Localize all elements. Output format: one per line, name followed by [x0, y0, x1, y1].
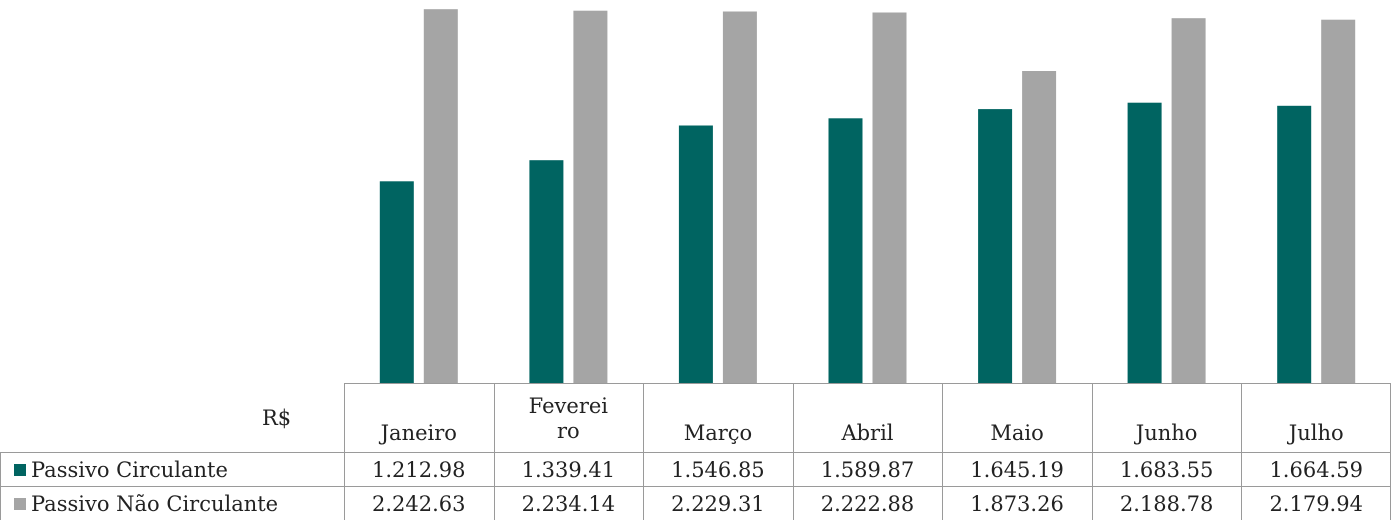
bar-passivo-circulante-janeiro	[379, 181, 414, 384]
category-label-text: Junho	[1135, 421, 1198, 445]
data-label-passivo-nao-circulante-março: 2.229.31	[671, 491, 765, 516]
category-label-text: Março	[683, 421, 753, 445]
bar-passivo-nao-circulante-maio	[1022, 71, 1057, 384]
bar-passivo-circulante-fevereiro	[529, 160, 564, 384]
category-label-text: ro	[557, 419, 580, 443]
data-label-passivo-circulante-janeiro: 1.212.98	[372, 457, 466, 482]
table-row-divider	[0, 452, 1391, 453]
bar-passivo-nao-circulante-junho	[1171, 18, 1206, 384]
legend-entry-passivo-circulante: Passivo Circulante	[10, 453, 228, 486]
category-label-maio: Maio	[942, 386, 1092, 446]
category-label-março: Março	[643, 386, 793, 446]
legend-swatch	[14, 463, 26, 476]
legend-label: Passivo Circulante	[31, 457, 228, 482]
table-column-divider	[643, 383, 644, 520]
category-label-text: Maio	[990, 421, 1044, 445]
bar-passivo-circulante-março	[678, 125, 713, 384]
table-column-divider	[793, 383, 794, 520]
category-label-junho: Junho	[1092, 386, 1242, 446]
table-column-divider	[494, 383, 495, 520]
legend-label: Passivo Não Circulante	[31, 491, 279, 516]
data-label-passivo-nao-circulante-junho: 2.188.78	[1119, 491, 1214, 516]
category-label-text: Janeiro	[380, 421, 457, 445]
table-header-label: R$	[262, 406, 292, 430]
table-column-divider	[942, 383, 943, 520]
data-label-passivo-circulante-março: 1.546.85	[671, 457, 765, 482]
bar-passivo-circulante-abril	[828, 118, 863, 385]
data-label-passivo-nao-circulante-maio: 1.873.26	[970, 491, 1064, 516]
data-label-passivo-nao-circulante-fevereiro: 2.234.14	[521, 491, 616, 516]
table-column-divider	[1241, 383, 1242, 520]
table-row-divider	[0, 486, 1391, 487]
category-label-julho: Julho	[1241, 386, 1391, 446]
bar-passivo-nao-circulante-fevereiro	[573, 10, 608, 384]
data-label-passivo-circulante-maio: 1.645.19	[970, 457, 1064, 482]
category-label-abril: Abril	[793, 386, 943, 446]
table-top-border	[344, 383, 1391, 384]
category-label-text: Feverei	[528, 394, 608, 418]
bar-passivo-nao-circulante-abril	[872, 12, 907, 384]
bar-passivo-nao-circulante-março	[722, 11, 757, 384]
data-label-passivo-circulante-junho: 1.683.55	[1119, 457, 1214, 482]
table-column-divider	[1092, 383, 1093, 520]
category-label-text: Abril	[841, 421, 894, 445]
bar-passivo-nao-circulante-julho	[1321, 19, 1356, 384]
data-label-passivo-circulante-abril: 1.589.87	[820, 457, 915, 482]
bar-passivo-nao-circulante-janeiro	[423, 9, 458, 384]
category-label-janeiro: Janeiro	[344, 386, 494, 446]
table-column-divider	[344, 383, 345, 520]
table-left-border	[0, 452, 1, 520]
category-label-text: Julho	[1288, 421, 1344, 445]
bar-passivo-circulante-maio	[978, 109, 1013, 384]
bar-passivo-circulante-junho	[1127, 102, 1162, 384]
data-label-passivo-nao-circulante-abril: 2.222.88	[820, 491, 915, 516]
legend-entry-passivo-nao-circulante: Passivo Não Circulante	[10, 487, 278, 520]
bar-passivo-circulante-julho	[1277, 105, 1312, 385]
data-label-passivo-circulante-fevereiro: 1.339.41	[521, 457, 616, 482]
bars-layer	[379, 9, 1356, 385]
data-label-passivo-circulante-julho: 1.664.59	[1269, 457, 1363, 482]
data-label-passivo-nao-circulante-janeiro: 2.242.63	[372, 491, 466, 516]
data-label-passivo-nao-circulante-julho: 2.179.94	[1269, 491, 1363, 516]
category-label-fevereiro: Feverei ro	[494, 386, 644, 452]
legend-swatch	[14, 497, 26, 510]
